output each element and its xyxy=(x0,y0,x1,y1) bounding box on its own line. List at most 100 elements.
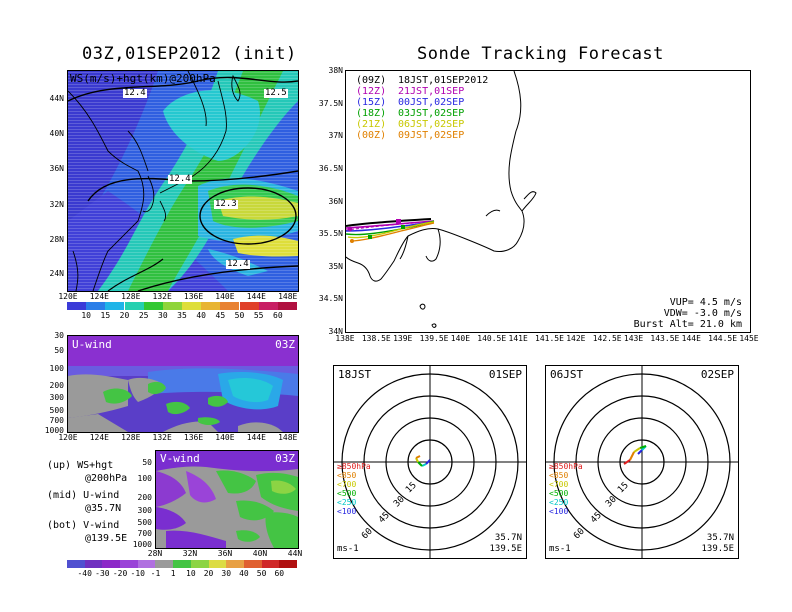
track-legend-utc: (09Z) xyxy=(356,75,387,86)
ws-colorbar-label: 25 xyxy=(138,311,149,320)
track-lon-tick: 139.5E xyxy=(419,334,449,343)
u-wind-lon-tick: 128E xyxy=(121,433,141,442)
track-legend-utc: (18Z) xyxy=(356,108,387,119)
ws-field-label: WS(m/s)+hgt(km)@200hPa xyxy=(70,72,216,85)
hodograph-level-label: <250 xyxy=(337,498,357,507)
map-lat-tick: 44N xyxy=(49,94,64,103)
track-lon-tick: 139E xyxy=(393,334,413,343)
u-wind-p-tick: 100 xyxy=(49,364,64,373)
v-wind-p-tick: 50 xyxy=(142,458,152,467)
u-wind-p-tick: 200 xyxy=(49,381,64,390)
hodograph-time-label: 06JST xyxy=(550,368,584,381)
track-legend-jst: 18JST,01SEP2012 xyxy=(398,75,489,86)
hodograph-trace-segment xyxy=(639,445,647,449)
uv-colorbar-label: -20 xyxy=(112,569,128,578)
uv-colorbar-swatch xyxy=(137,560,156,568)
u-wind-p-tick: 300 xyxy=(49,393,64,402)
uv-colorbar-swatch xyxy=(67,560,85,568)
map-lon-tick: 136E xyxy=(183,292,204,301)
v-wind-panel: V-wind 03Z xyxy=(155,450,299,549)
uv-colorbar-label: -40 xyxy=(77,569,92,578)
legend-note-line2: @139.5E xyxy=(85,533,128,544)
track-lon-tick: 144.5E xyxy=(708,334,738,343)
contour-label: 12.5 xyxy=(264,88,288,98)
legend-note-line1: (bot) V-wind xyxy=(47,520,120,531)
uv-colorbar-swatch xyxy=(226,560,244,568)
hodograph-unit: ms-1 xyxy=(337,544,359,554)
ws-colorbar-label: 55 xyxy=(253,311,264,320)
v-wind-label: V-wind xyxy=(160,452,200,465)
ws-colorbar-swatch xyxy=(239,302,259,310)
hodograph-level-label: <700 xyxy=(337,480,357,489)
track-legend-jst: 06JST,02SEP xyxy=(398,119,465,130)
hodograph-trace-segment xyxy=(415,455,421,459)
hodograph-unit: ms-1 xyxy=(549,544,571,554)
track-lon-tick: 144E xyxy=(681,334,701,343)
track-legend-utc: (00Z) xyxy=(356,130,387,141)
u-wind-lon-tick: 132E xyxy=(152,433,172,442)
v-wind-p-tick: 100 xyxy=(137,474,152,483)
uv-colorbar-swatch xyxy=(84,560,103,568)
map-lon-tick: 140E xyxy=(215,292,235,301)
uv-colorbar-swatch xyxy=(208,560,227,568)
hodograph-level-label: <100 xyxy=(337,507,357,516)
hodograph-level-label: <500 xyxy=(337,489,357,498)
track-legend-jst: 21JST,01SEP xyxy=(398,86,465,97)
ws-colorbar-label: 60 xyxy=(273,311,283,320)
ws-colorbar-label: 30 xyxy=(158,311,168,320)
ws-colorbar-swatch xyxy=(162,302,182,310)
hodograph-trace-segment xyxy=(417,461,423,467)
track-lon-tick: 141.5E xyxy=(535,334,564,343)
ws-colorbar-label: 20 xyxy=(119,311,130,320)
u-wind-p-tick: 500 xyxy=(49,406,64,415)
uv-colorbar-swatch xyxy=(190,560,209,568)
v-wind-lat-tick: 44N xyxy=(287,549,303,558)
hodograph-trace-segment xyxy=(425,459,431,465)
ws-map-panel: WS(m/s)+hgt(km)@200hPa 12.4 12.5 12.4 12… xyxy=(67,70,299,292)
track-legend-jst: 09JST,02SEP xyxy=(398,130,465,141)
vdw-text: VDW= -3.0 m/s xyxy=(663,308,742,319)
map-lat-tick: 40N xyxy=(49,129,64,138)
ws-colorbar-swatch xyxy=(201,302,221,310)
track-lon-tick: 140E xyxy=(450,334,471,343)
uv-colorbar-label: -30 xyxy=(95,569,110,578)
hodograph-trace-segment xyxy=(629,451,635,461)
u-wind-lon-tick: 136E xyxy=(183,433,204,442)
track-lat-tick: 34.5N xyxy=(318,294,343,304)
map-lon-tick: 128E xyxy=(121,292,141,301)
v-wind-p-tick: 1000 xyxy=(132,540,152,549)
burst-alt-text: Burst Alt= 21.0 km xyxy=(633,319,742,330)
u-wind-p-tick: 700 xyxy=(49,416,64,425)
map-lon-tick: 124E xyxy=(89,292,109,301)
ws-colorbar-label: 50 xyxy=(234,311,245,320)
hodograph-lat: 35.7N xyxy=(706,533,734,543)
v-wind-lat-tick: 32N xyxy=(182,549,198,558)
u-wind-time: 03Z xyxy=(275,338,295,351)
v-wind-field xyxy=(156,451,298,548)
ws-colorbar-swatch xyxy=(67,302,87,310)
track-lon-tick: 138E xyxy=(335,334,355,343)
hodograph-level-label: <250 xyxy=(549,498,569,507)
uv-colorbar-label: 1 xyxy=(170,569,176,578)
u-wind-lon-tick: 148E xyxy=(278,433,298,442)
uv-colorbar-label: -10 xyxy=(130,569,145,578)
map-lon-tick: 144E xyxy=(246,292,266,301)
hodograph-trace-segment xyxy=(633,447,641,453)
u-wind-p-tick: 30 xyxy=(54,331,64,340)
track-legend-jst: 03JST,02SEP xyxy=(398,108,465,119)
v-wind-time: 03Z xyxy=(275,452,295,465)
v-wind-p-tick: 500 xyxy=(137,518,152,527)
contour-label: 12.4 xyxy=(168,174,192,184)
map-lon-tick: 148E xyxy=(278,292,298,301)
hodograph-time-label: 18JST xyxy=(338,368,372,381)
track-lat-tick: 35.5N xyxy=(318,229,343,239)
u-wind-lon-tick: 120E xyxy=(58,433,78,442)
track-lon-tick: 142E xyxy=(566,334,586,343)
track-lat-tick: 36N xyxy=(328,196,343,206)
uv-colorbar-swatch xyxy=(243,560,262,568)
uv-colorbar-swatch xyxy=(155,560,174,568)
hodograph-level-label: <700 xyxy=(549,480,569,489)
ws-colorbar-swatch xyxy=(258,302,278,310)
track-map xyxy=(346,71,537,328)
ws-colorbar-label: 35 xyxy=(177,311,187,320)
